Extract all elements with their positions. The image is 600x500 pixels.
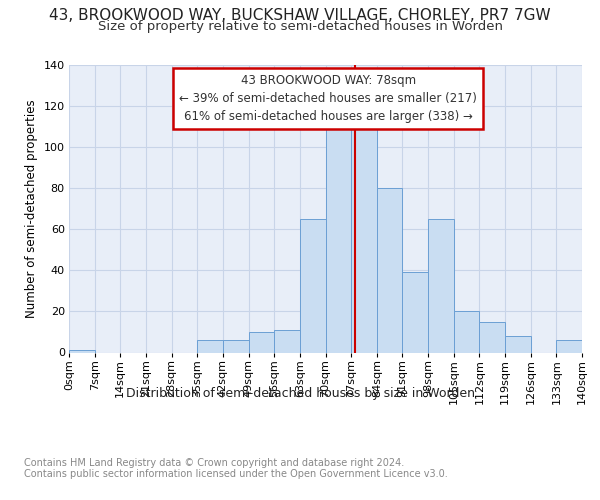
Bar	[428, 219, 454, 352]
Text: 43 BROOKWOOD WAY: 78sqm
← 39% of semi-detached houses are smaller (217)
61% of s: 43 BROOKWOOD WAY: 78sqm ← 39% of semi-de…	[179, 74, 477, 122]
Text: Contains HM Land Registry data © Crown copyright and database right 2024.: Contains HM Land Registry data © Crown c…	[24, 458, 404, 468]
Bar	[351, 110, 377, 352]
Bar	[479, 322, 505, 352]
Text: Size of property relative to semi-detached houses in Worden: Size of property relative to semi-detach…	[97, 20, 503, 33]
Y-axis label: Number of semi-detached properties: Number of semi-detached properties	[25, 100, 38, 318]
Bar	[197, 340, 223, 352]
Bar	[223, 340, 248, 352]
Bar	[274, 330, 300, 352]
Bar	[556, 340, 582, 352]
Bar	[69, 350, 95, 352]
Bar	[454, 312, 479, 352]
Bar	[505, 336, 531, 352]
Bar	[248, 332, 274, 352]
Bar	[300, 219, 325, 352]
Text: Distribution of semi-detached houses by size in Worden: Distribution of semi-detached houses by …	[125, 388, 475, 400]
Text: 43, BROOKWOOD WAY, BUCKSHAW VILLAGE, CHORLEY, PR7 7GW: 43, BROOKWOOD WAY, BUCKSHAW VILLAGE, CHO…	[49, 8, 551, 22]
Bar	[403, 272, 428, 352]
Bar	[325, 114, 351, 352]
Bar	[377, 188, 403, 352]
Text: Contains public sector information licensed under the Open Government Licence v3: Contains public sector information licen…	[24, 469, 448, 479]
